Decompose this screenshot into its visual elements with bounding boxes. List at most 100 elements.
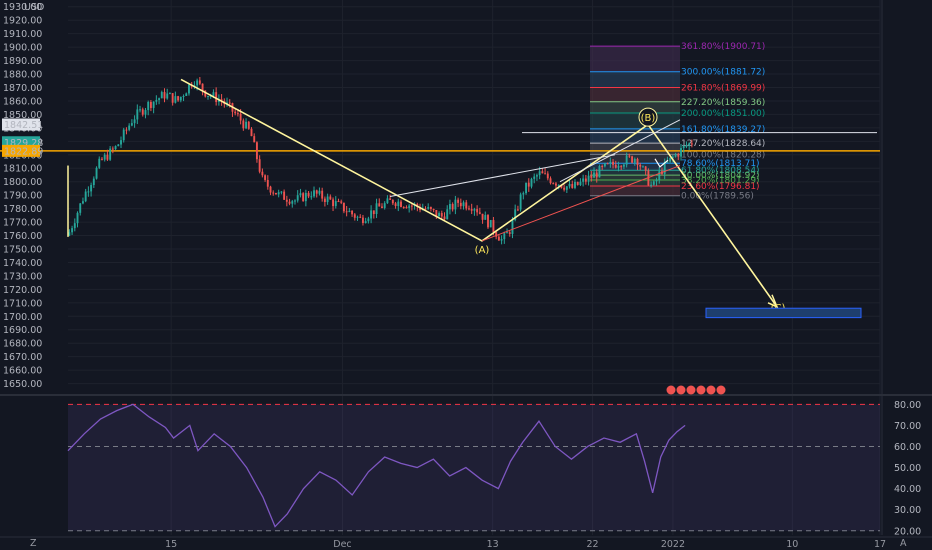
- fib-zone: [590, 175, 680, 180]
- horizontal-lines[interactable]: [0, 132, 880, 152]
- wave-label-ring: [638, 107, 658, 127]
- candle-body: [424, 208, 427, 210]
- price-tick-label: 1860.00: [3, 96, 42, 107]
- candle-body: [73, 223, 76, 229]
- candle-body: [79, 203, 82, 213]
- candle-body: [435, 209, 438, 217]
- event-icon-4[interactable]: [696, 385, 706, 395]
- candle-body: [147, 101, 150, 111]
- price-tick-label: 1760.00: [3, 231, 42, 242]
- candle-body: [389, 198, 392, 200]
- candle-body: [359, 216, 362, 218]
- event-icon-1[interactable]: [666, 385, 676, 395]
- candle-body: [546, 173, 549, 179]
- fib-zone: [590, 87, 680, 102]
- arrow-head: [654, 158, 669, 168]
- candle-body: [465, 202, 468, 209]
- candle-body: [682, 145, 685, 149]
- candle-body: [383, 203, 386, 208]
- candle-body: [506, 232, 508, 234]
- fib-level-label: 100.00%(1820.28): [681, 150, 765, 160]
- candle-body: [620, 166, 623, 168]
- candle-body: [674, 154, 677, 157]
- candle-body: [497, 236, 500, 241]
- price-badge: 1822.89: [4, 146, 43, 157]
- candle-body: [391, 199, 394, 204]
- candle-body: [574, 181, 576, 188]
- candle-body: [302, 193, 305, 202]
- price-tick-label: 1740.00: [3, 258, 42, 269]
- candle-body: [323, 198, 326, 203]
- candle-body: [201, 83, 204, 91]
- candle-body: [440, 213, 443, 217]
- candle-body: [677, 154, 680, 157]
- rsi-panel: [67, 403, 880, 532]
- candle-body: [166, 93, 169, 99]
- price-tick-label: 1810.00: [3, 164, 42, 175]
- candle-body: [516, 209, 519, 211]
- candle-body: [68, 232, 71, 236]
- candle-body: [603, 163, 606, 167]
- candle-body: [310, 196, 313, 198]
- event-icon-6[interactable]: [716, 385, 726, 395]
- time-tick-label: 2022: [661, 539, 685, 550]
- event-icons[interactable]: [666, 385, 726, 395]
- rsi-line: [67, 403, 686, 528]
- price-tick-label: 1790.00: [3, 191, 42, 202]
- candle-body: [361, 217, 364, 224]
- scale-mode-icon[interactable]: A: [900, 538, 907, 549]
- elliott-wave-drawing[interactable]: [67, 78, 779, 309]
- channel-line: [559, 119, 681, 183]
- candle-body: [275, 192, 277, 195]
- candle-body: [177, 96, 180, 101]
- candle-body: [291, 201, 294, 204]
- price-badge-bg: [2, 118, 40, 131]
- candle-body: [457, 199, 460, 203]
- candle-body: [601, 165, 604, 167]
- candle-body: [590, 175, 593, 178]
- candle-body: [448, 203, 451, 210]
- price-axis[interactable]: 1650.00 1660.00 1670.00 1680.00 1690.00 1700.…: [3, 2, 42, 390]
- fib-level-label: 78.60%(1813.71): [681, 159, 760, 169]
- candle-body: [239, 113, 242, 121]
- event-icon-3[interactable]: [686, 385, 696, 395]
- fib-level-label: 50.00%(1804.92): [681, 171, 760, 181]
- candle-body: [236, 113, 239, 115]
- price-tick-label: 1780.00: [3, 204, 42, 215]
- candle-body: [152, 101, 155, 108]
- price-tick-label: 1910.00: [3, 29, 42, 40]
- candle-body: [304, 192, 307, 202]
- fib-level-label: 127.20%(1828.64): [681, 139, 765, 149]
- candle-body: [356, 216, 359, 218]
- rsi-tick-label: 80.00: [894, 400, 921, 411]
- candle-body: [606, 163, 609, 165]
- time-tick-label: 15: [165, 539, 177, 550]
- candle-body: [269, 186, 272, 193]
- candle-body: [340, 201, 343, 203]
- candle-body: [535, 175, 538, 177]
- candle-body: [158, 98, 161, 100]
- event-icon-2[interactable]: [676, 385, 686, 395]
- candle-body: [155, 99, 158, 102]
- target-box[interactable]: [705, 307, 862, 319]
- candle-body: [125, 129, 128, 131]
- candle-body: [473, 209, 476, 211]
- candle-body: [318, 190, 321, 194]
- candle-body: [549, 178, 552, 184]
- time-axis[interactable]: 15 Dec 13 22 2022 10 17: [165, 539, 886, 550]
- price-tick-label: 1870.00: [3, 83, 42, 94]
- price-tick-label: 1770.00: [3, 218, 42, 229]
- rsi-tick-label: 50.00: [894, 463, 921, 474]
- timezone-icon[interactable]: Z: [30, 538, 37, 549]
- event-icon-5[interactable]: [706, 385, 716, 395]
- candle-body: [207, 95, 209, 97]
- candle-body: [168, 93, 171, 95]
- fib-level-label: 261.80%(1869.99): [681, 83, 765, 93]
- rsi-tick-label: 30.00: [894, 505, 921, 516]
- price-tick-label: 1720.00: [3, 285, 42, 296]
- candle-body: [508, 232, 511, 234]
- candle-body: [533, 176, 536, 179]
- currency-label: USD: [24, 2, 44, 13]
